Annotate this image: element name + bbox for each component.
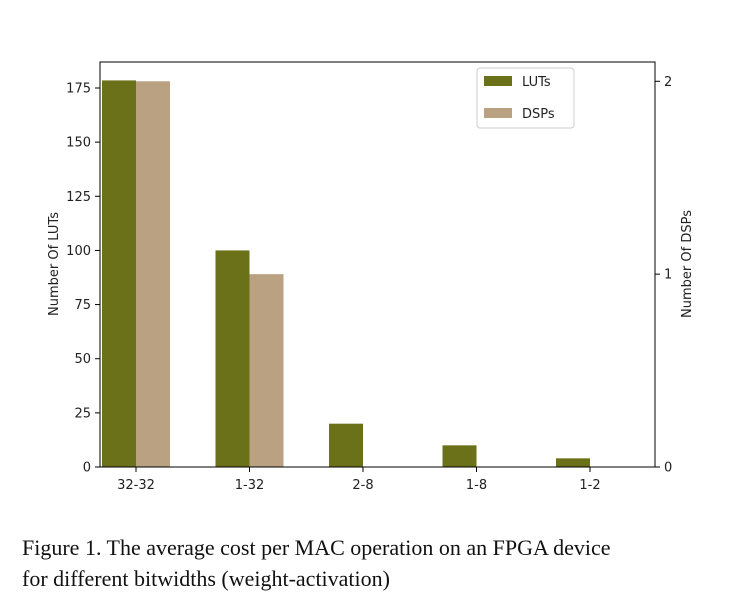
right-tick-label: 0 — [664, 461, 672, 476]
left-y-axis-label: Number Of LUTs — [47, 212, 62, 316]
caption-line-1: Figure 1. The average cost per MAC opera… — [22, 535, 611, 560]
left-y-axis: 0 25 50 75 100 125 150 175 — [66, 81, 100, 476]
right-tick-label: 1 — [664, 268, 672, 283]
legend: LUTs DSPs — [476, 67, 575, 129]
plot-frame — [99, 61, 656, 468]
x-tick-label-32-32: 32-32 — [117, 478, 155, 493]
plot-area — [99, 61, 656, 468]
bar-luts-32-32 — [102, 80, 136, 467]
left-tick-label: 75 — [74, 298, 91, 313]
bar-luts-1-8 — [442, 445, 477, 467]
bar-dsps-1-32 — [249, 274, 284, 467]
bar-luts-2-8 — [329, 423, 363, 467]
legend-swatch-luts — [484, 76, 512, 86]
left-tick-label: 0 — [83, 461, 91, 476]
bar-dsps-32-32 — [136, 81, 170, 468]
figure-caption: Figure 1. The average cost per MAC opera… — [22, 532, 747, 594]
right-tick-label: 2 — [664, 75, 672, 90]
left-tick-label: 25 — [74, 406, 91, 421]
legend-label-dsps: DSPs — [522, 107, 555, 122]
right-y-axis: 0 1 2 — [655, 75, 672, 476]
x-tick-label-1-8: 1-8 — [466, 478, 487, 493]
right-y-axis-label: Number Of DSPs — [680, 210, 695, 318]
left-tick-label: 125 — [66, 190, 91, 205]
legend-label-luts: LUTs — [522, 75, 551, 90]
legend-swatch-dsps — [484, 108, 512, 118]
bar-luts-1-32 — [215, 250, 250, 467]
bar-chart: 0 25 50 75 100 125 150 175 0 1 2 32-32 1-32 2-8 1-8 1… — [47, 61, 695, 493]
left-tick-label: 50 — [74, 352, 91, 367]
x-axis: 32-32 1-32 2-8 1-8 1-2 — [117, 467, 601, 493]
left-tick-label: 150 — [66, 136, 91, 151]
left-tick-label: 100 — [66, 244, 91, 259]
caption-line-2: for different bitwidths (weight-activati… — [22, 566, 390, 591]
x-tick-label-1-32: 1-32 — [235, 478, 265, 493]
x-tick-label-1-2: 1-2 — [579, 478, 600, 493]
bar-luts-1-2 — [556, 458, 590, 467]
left-tick-label: 175 — [66, 81, 91, 96]
x-tick-label-2-8: 2-8 — [352, 478, 373, 493]
